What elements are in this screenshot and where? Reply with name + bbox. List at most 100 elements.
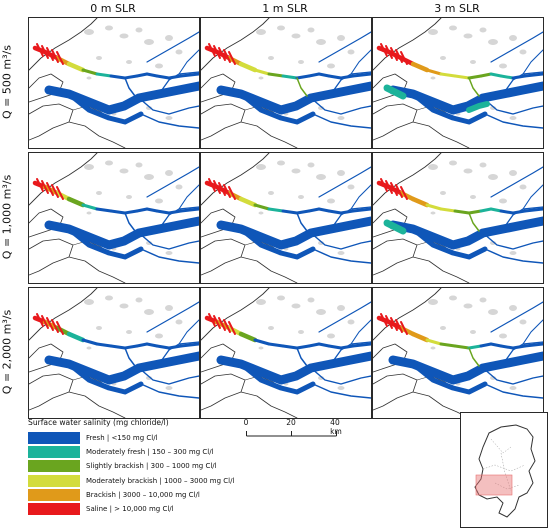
port-basin [51,184,59,198]
urban-area [84,29,94,35]
urban-area [316,174,326,180]
map-panel-q1000-slr0 [28,152,200,284]
river-branch [318,31,371,63]
urban-area [509,305,517,311]
northern-waterway-segment [339,209,355,215]
northern-waterway-segment [155,74,171,80]
urban-area [155,333,163,339]
legend-item-moderately-fresh: Moderately fresh | 150 – 300 mg Cl/l [28,445,258,459]
urban-area [509,170,517,176]
northern-waterway-segment [135,342,149,348]
northern-waterway-segment [295,344,311,350]
river-branch [522,319,543,345]
urban-area [307,297,315,303]
connecting-channel [468,212,480,232]
scale-bar: 0 20 40 km [244,418,342,448]
urban-area [470,330,476,334]
map-panel-q2000-slr0 [28,287,200,419]
legend-swatch-fresh [28,432,80,445]
northern-waterway-segment [66,61,86,73]
northern-waterway-segment [351,72,371,78]
urban-area [119,303,129,309]
northern-waterway-segment [489,342,503,348]
study-area-extent [475,474,513,496]
connecting-channel [296,212,308,232]
northern-waterway-segment [511,344,527,350]
connecting-channel [468,77,480,97]
island-outline [68,256,126,283]
urban-area [449,295,457,301]
island-outline [412,121,470,148]
map-panel-q2000-slr1 [200,287,372,419]
northern-waterway-segment [167,74,183,80]
island-outline [373,343,408,373]
port-basin [56,321,64,335]
northern-waterway-segment [253,68,271,76]
island-outline [201,238,246,276]
urban-area [277,295,285,301]
river-branch [310,97,371,115]
river-branch [146,301,199,333]
port-basin [208,178,216,192]
river-branch [140,248,199,264]
port-basin [36,178,44,192]
column-title-0m: 0 m SLR [90,2,136,15]
island-outline [373,208,408,238]
legend-swatch-moderately-fresh [28,446,80,459]
port-basin [208,43,216,57]
legend-item-saline: Saline | > 10,000 mg Cl/l [28,502,258,516]
river-branch [146,166,199,198]
urban-area [277,25,285,31]
urban-area [298,60,304,64]
connecting-channel [468,347,480,367]
urban-area [463,168,473,174]
urban-area [327,333,335,339]
river-branch [178,49,199,75]
urban-area [268,56,274,60]
urban-area [509,35,517,41]
moderately-fresh-zone [466,101,490,113]
northern-waterway-segment [339,74,355,80]
urban-area [440,56,446,60]
northern-waterway-segment [489,207,503,213]
urban-area [488,39,498,45]
northern-waterway-segment [95,72,113,78]
urban-area [307,162,315,168]
urban-area [430,346,436,350]
connecting-channel [124,212,136,232]
urban-area [256,29,266,35]
northern-waterway-segment [327,344,343,350]
urban-area [337,35,345,41]
urban-area [509,251,517,255]
northern-waterway-segment [123,74,139,80]
northern-waterway-segment [81,203,99,211]
urban-area [291,33,301,39]
northern-waterway-segment [307,72,321,78]
urban-area [479,162,487,168]
urban-area [119,33,129,39]
island-outline [373,103,418,141]
northern-waterway-segment [327,209,343,215]
urban-area [347,49,355,55]
northern-waterway-segment [511,209,527,215]
legend-item-moderately-brackish: Moderately brackish | 1000 – 3000 mg Cl/… [28,474,258,488]
river-branch [482,97,543,115]
northern-waterway-segment [155,209,171,215]
northern-waterway-segment [425,338,443,346]
river-branch [138,367,199,385]
urban-area [96,191,102,195]
urban-area [509,386,517,390]
urban-area [347,319,355,325]
port-basin [223,319,231,333]
moderately-fresh-zone [383,219,407,235]
northern-waterway-segment [523,207,543,213]
port-basin [385,315,393,329]
northern-waterway-segment [351,207,371,213]
urban-area [268,326,274,330]
northern-waterway-segment [439,207,457,213]
urban-area [430,76,436,80]
northern-waterway-segment [253,203,271,211]
urban-area [105,25,113,31]
northern-waterway-segment [155,344,171,350]
urban-area [84,299,94,305]
